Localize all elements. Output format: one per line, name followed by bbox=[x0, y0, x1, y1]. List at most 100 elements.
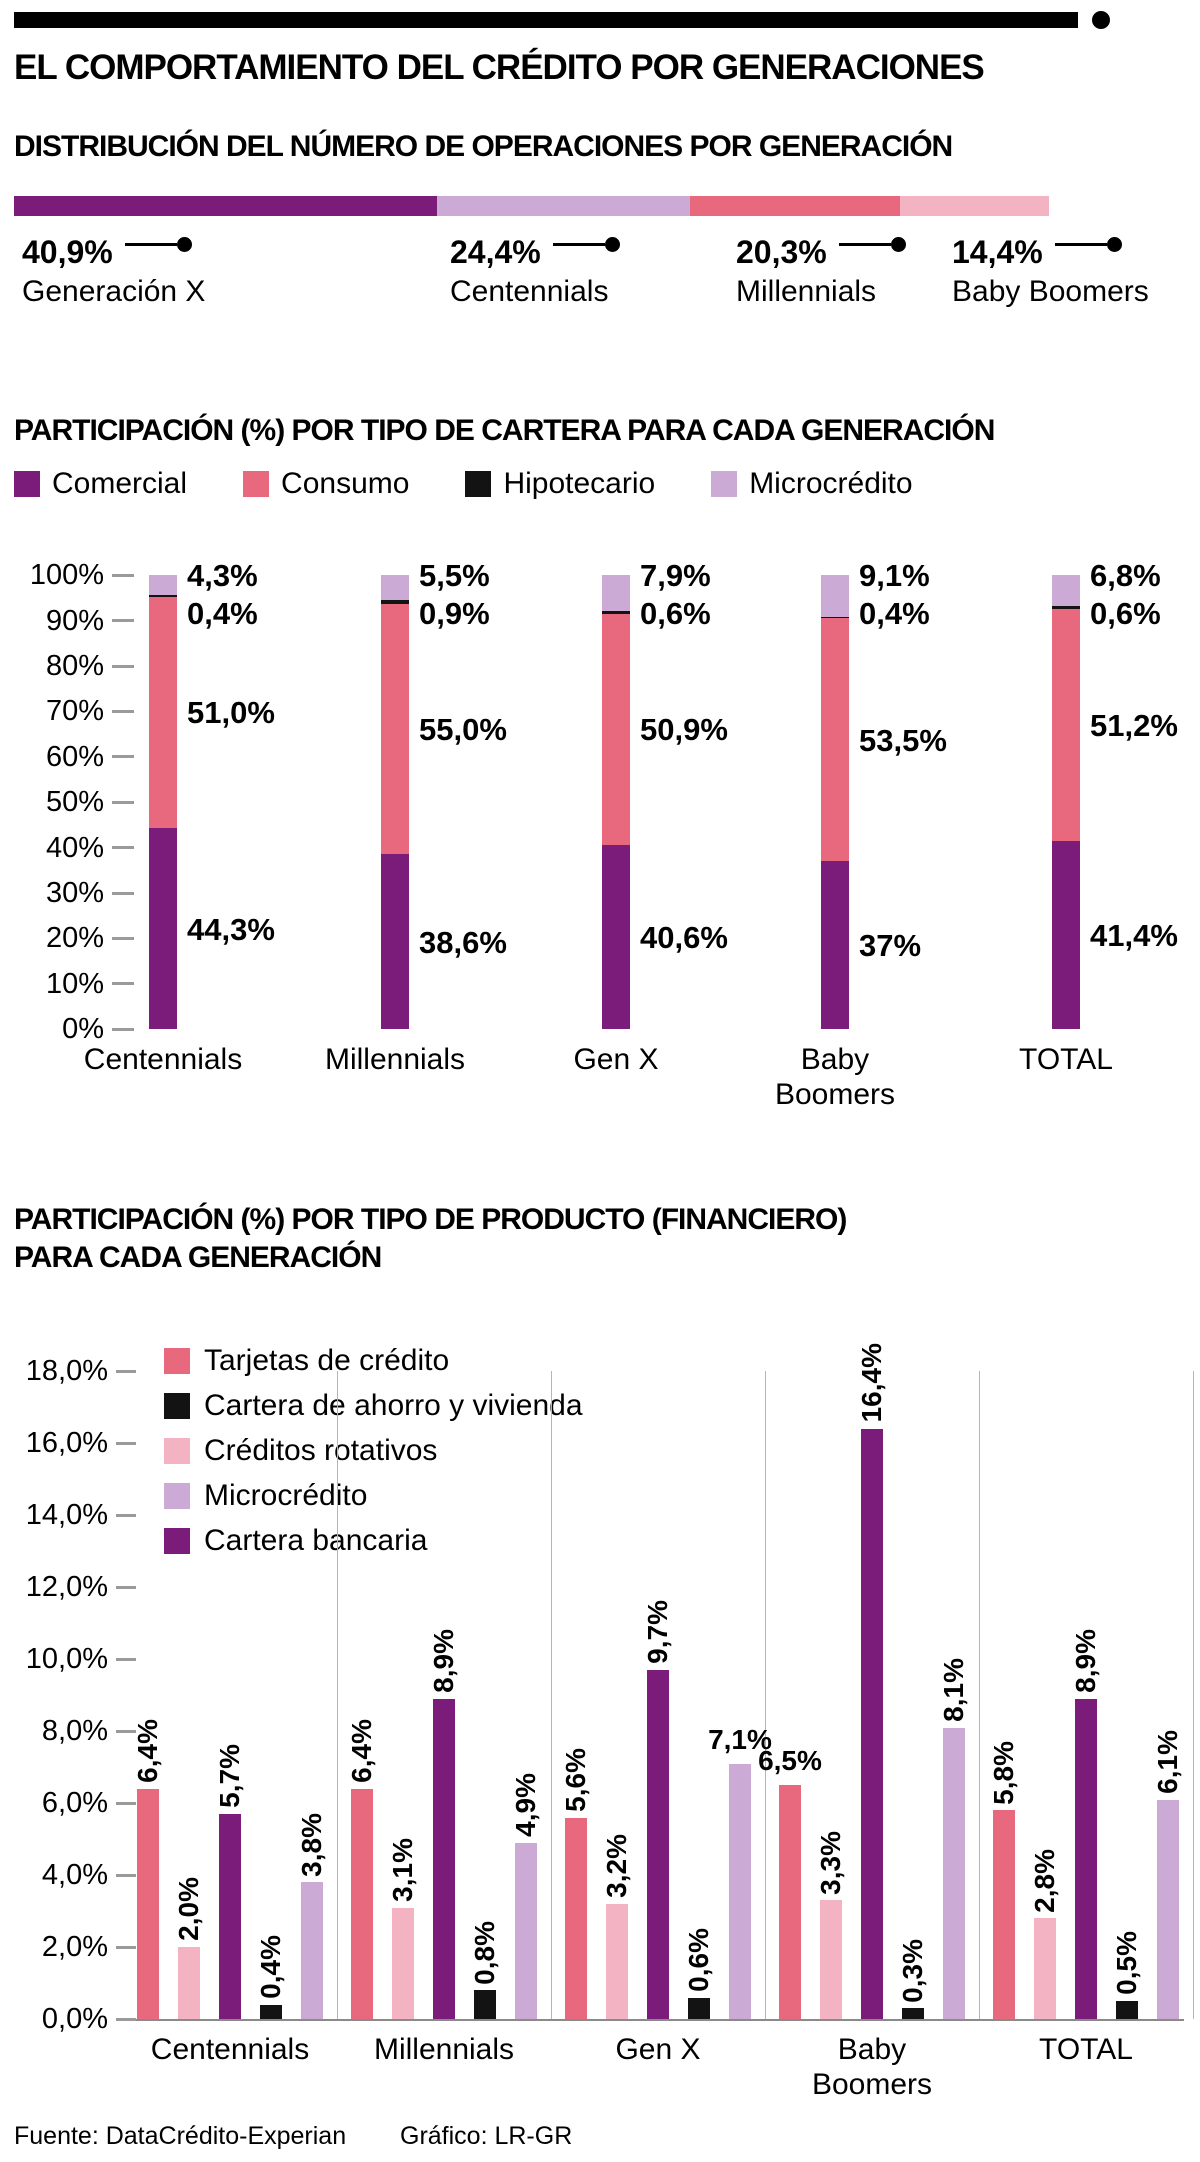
legend-label: Consumo bbox=[281, 467, 410, 501]
x-axis-label-total: TOTAL bbox=[1019, 1043, 1113, 1077]
bar-segment-consumo bbox=[381, 604, 409, 855]
y-axis-tick-mark bbox=[116, 1657, 136, 1661]
bar-segment-microcredito bbox=[381, 575, 409, 601]
dist-value-label: 20,3% bbox=[736, 233, 827, 270]
legend-item-creditos-rotativos: Créditos rotativos bbox=[164, 1428, 583, 1473]
bar-segment-consumo bbox=[602, 613, 630, 845]
dist-value-label: 24,4% bbox=[450, 233, 541, 270]
bar-creditos-rotativos bbox=[820, 1900, 842, 2020]
bar-segment-comercial bbox=[149, 828, 177, 1030]
y-axis-tick-label: 90% bbox=[45, 604, 104, 637]
value-label-comercial: 37% bbox=[859, 928, 922, 964]
bar-cartera-de-ahorro-y-vivienda bbox=[260, 2004, 282, 2020]
value-label-hipotecario: 0,9% bbox=[419, 596, 490, 632]
value-label-consumo: 55,0% bbox=[419, 712, 507, 748]
bar-cartera-bancaria bbox=[219, 1814, 241, 2020]
bar-segment-comercial bbox=[821, 861, 849, 1030]
bar-segment-comercial bbox=[381, 854, 409, 1030]
value-label-consumo: 51,2% bbox=[1090, 708, 1178, 744]
x-axis-baseline bbox=[122, 2019, 1184, 2022]
value-label-consumo: 50,9% bbox=[640, 712, 728, 748]
y-axis-tick-label: 0,0% bbox=[41, 2003, 108, 2036]
page-root: EL COMPORTAMIENTO DEL CRÉDITO POR GENERA… bbox=[0, 11, 1200, 2154]
value-label-hipotecario: 0,4% bbox=[187, 596, 258, 632]
value-label-hipotecario: 0,6% bbox=[1090, 596, 1161, 632]
legend-item-hipotecario: Hipotecario bbox=[465, 469, 655, 499]
y-axis-tick-mark bbox=[116, 1801, 136, 1805]
y-axis-tick-label: 12,0% bbox=[25, 1571, 108, 1604]
dist-segment-name: Baby Boomers bbox=[952, 274, 1149, 308]
legend-label: Cartera bancaria bbox=[204, 1523, 428, 1557]
bar-segment-microcredito bbox=[149, 575, 177, 595]
group-separator-line bbox=[551, 1371, 552, 2020]
dist-callout-row: 14,4% bbox=[952, 236, 1149, 268]
y-axis-tick-label: 2,0% bbox=[41, 1931, 108, 1964]
value-label-creditos-rotativos: 2,8% bbox=[1029, 1848, 1060, 1913]
y-axis-tick-mark bbox=[112, 1027, 134, 1031]
bar-tarjetas-de-credito bbox=[137, 1788, 159, 2020]
value-label-microcredito: 9,1% bbox=[859, 558, 930, 594]
y-axis-tick-mark bbox=[116, 1945, 136, 1949]
callout-dot-icon bbox=[1106, 236, 1122, 252]
bar-microcredito bbox=[301, 1882, 323, 2020]
footer: Fuente: DataCrédito-Experian Gráfico: LR… bbox=[14, 2122, 1186, 2154]
y-axis-tick-mark bbox=[112, 936, 134, 940]
bar-cartera-bancaria bbox=[647, 1670, 669, 2020]
value-label-tarjetas-de-credito: 5,6% bbox=[560, 1747, 591, 1812]
bar-segment-consumo bbox=[1052, 608, 1080, 842]
legend-label: Microcrédito bbox=[204, 1478, 368, 1512]
bar-segment-comercial bbox=[602, 844, 630, 1030]
x-axis-label-centennials: Centennials bbox=[150, 2033, 310, 2067]
legend-swatch-icon bbox=[164, 1347, 190, 1374]
source-text: Fuente: DataCrédito-Experian bbox=[14, 2122, 347, 2151]
bar-segment-hipotecario bbox=[381, 600, 409, 605]
section-title-distribucion: DISTRIBUCIÓN DEL NÚMERO DE OPERACIONES P… bbox=[14, 130, 953, 164]
value-label-cartera-bancaria: 16,4% bbox=[856, 1343, 887, 1423]
group-separator-line bbox=[337, 1371, 338, 2020]
y-axis-tick-mark bbox=[116, 1873, 136, 1877]
bar-creditos-rotativos bbox=[392, 1907, 414, 2020]
legend-label: Cartera de ahorro y vivienda bbox=[204, 1388, 583, 1422]
y-axis-tick-mark bbox=[112, 982, 134, 986]
dist-segment-name: Centennials bbox=[450, 274, 609, 308]
value-label-hipotecario: 0,6% bbox=[640, 596, 711, 632]
value-label-consumo: 51,0% bbox=[187, 695, 275, 731]
bar-cartera-de-ahorro-y-vivienda bbox=[474, 1990, 496, 2020]
bar-creditos-rotativos bbox=[606, 1904, 628, 2020]
value-label-microcredito: 4,9% bbox=[510, 1773, 541, 1837]
legend-item-microcredito: Microcrédito bbox=[164, 1473, 583, 1518]
y-axis-tick-mark bbox=[116, 1369, 136, 1373]
section-title-producto-line2: PARA CADA GENERACIÓN bbox=[14, 1240, 382, 1274]
group-separator-line bbox=[979, 1371, 980, 2020]
value-label-tarjetas-de-credito: 5,8% bbox=[988, 1740, 1019, 1805]
value-label-cartera-de-ahorro-y-vivienda: 0,4% bbox=[255, 1935, 286, 1999]
dist-segment-name: Generación X bbox=[22, 274, 206, 308]
value-label-microcredito: 4,3% bbox=[187, 558, 258, 594]
value-label-tarjetas-de-credito: 6,5% bbox=[758, 1745, 822, 1777]
y-axis-tick-label: 0% bbox=[62, 1013, 104, 1046]
bar-segment-hipotecario bbox=[821, 616, 849, 619]
y-axis-tick-mark bbox=[112, 573, 134, 577]
dist-segment-baby-boomers bbox=[899, 195, 1049, 216]
value-label-comercial: 41,4% bbox=[1090, 918, 1178, 954]
legend-label: Hipotecario bbox=[503, 467, 656, 501]
cartera-chart: 100% 90% 80% 70% 60% 50% 40% 30% 20% 10% 0% 44,3% 51… bbox=[14, 515, 1186, 1139]
y-axis-tick-mark bbox=[112, 709, 134, 713]
dist-segment-millennials bbox=[689, 195, 900, 216]
callout-line bbox=[838, 242, 891, 246]
bar-tarjetas-de-credito bbox=[993, 1810, 1015, 2020]
bar-segment-microcredito bbox=[1052, 575, 1080, 607]
bar-cartera-bancaria bbox=[861, 1428, 883, 2020]
bar-segment-comercial bbox=[1052, 841, 1080, 1030]
y-axis-tick-label: 14,0% bbox=[25, 1499, 108, 1532]
section-title-producto-line1: PARTICIPACIÓN (%) POR TIPO DE PRODUCTO (… bbox=[14, 1203, 847, 1237]
bar-segment-hipotecario bbox=[149, 594, 177, 597]
y-axis-tick-label: 70% bbox=[45, 695, 104, 728]
value-label-comercial: 44,3% bbox=[187, 911, 275, 947]
x-axis-label-total: TOTAL bbox=[1039, 2033, 1133, 2067]
value-label-microcredito: 7,1% bbox=[708, 1723, 772, 1755]
y-axis-tick-label: 60% bbox=[45, 740, 104, 773]
bar-creditos-rotativos bbox=[1034, 1918, 1056, 2020]
dist-callout-generacion-x: 40,9% Generación X bbox=[22, 236, 205, 307]
bar-segment-microcredito bbox=[821, 575, 849, 617]
